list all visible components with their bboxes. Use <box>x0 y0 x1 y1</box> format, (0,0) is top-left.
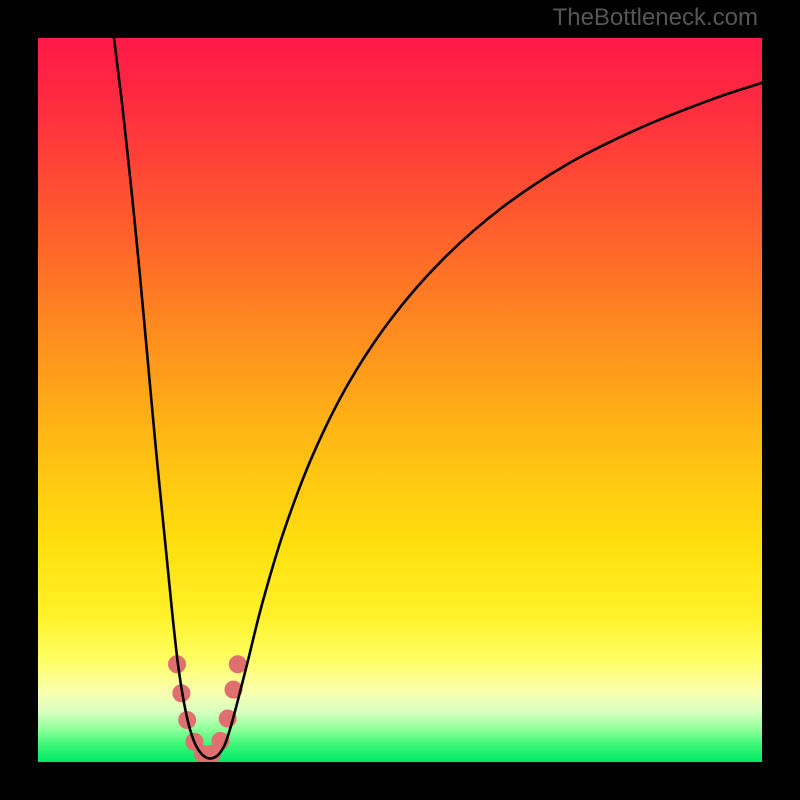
gradient-background <box>38 38 762 762</box>
frame-left <box>0 0 38 800</box>
frame-bottom <box>0 762 800 800</box>
plot-svg <box>38 38 762 762</box>
marker-dot <box>229 656 246 673</box>
plot-area <box>38 38 762 762</box>
watermark-text: TheBottleneck.com <box>553 4 758 32</box>
chart-root: TheBottleneck.com <box>0 0 800 800</box>
frame-right <box>762 0 800 800</box>
